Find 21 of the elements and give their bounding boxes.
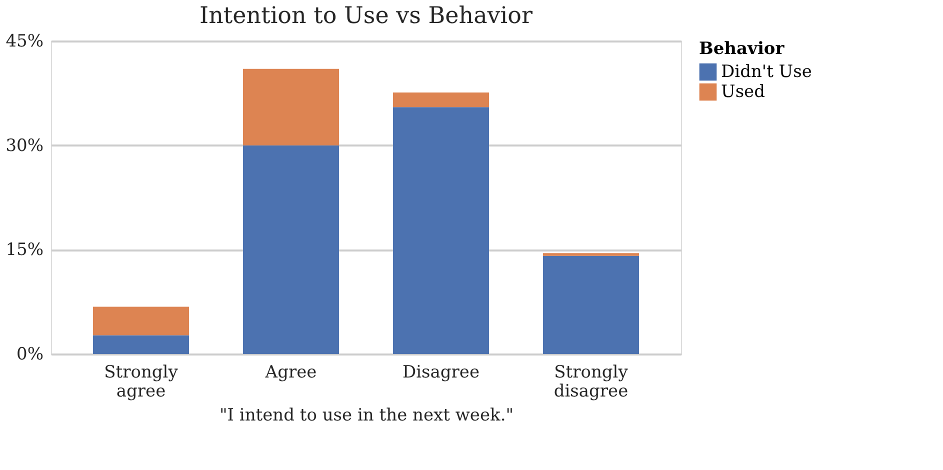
- x-tick-label: Agree: [264, 362, 317, 382]
- bar: [93, 335, 189, 354]
- y-tick-label: 45%: [6, 32, 44, 52]
- bar: [393, 92, 489, 108]
- y-tick-label: 15%: [6, 240, 44, 260]
- bar: [243, 145, 339, 354]
- bar: [93, 306, 189, 336]
- bar: [543, 253, 639, 256]
- x-tick-label: Strongly disagree: [554, 362, 628, 402]
- legend-label: Didn't Use: [721, 62, 812, 82]
- y-tick-label: 0%: [16, 344, 44, 364]
- legend-title: Behavior: [699, 39, 786, 59]
- chart-title: Intention to Use vs Behavior: [200, 3, 532, 29]
- x-tick-label: Strongly agree: [104, 362, 178, 402]
- bar: [393, 107, 489, 354]
- bar: [243, 68, 339, 146]
- x-tick-label: Disagree: [402, 362, 480, 382]
- x-axis-title: "I intend to use in the next week.": [219, 406, 514, 426]
- y-tick-label: 30%: [6, 136, 44, 156]
- legend-label: Used: [721, 82, 766, 102]
- bar: [543, 256, 639, 354]
